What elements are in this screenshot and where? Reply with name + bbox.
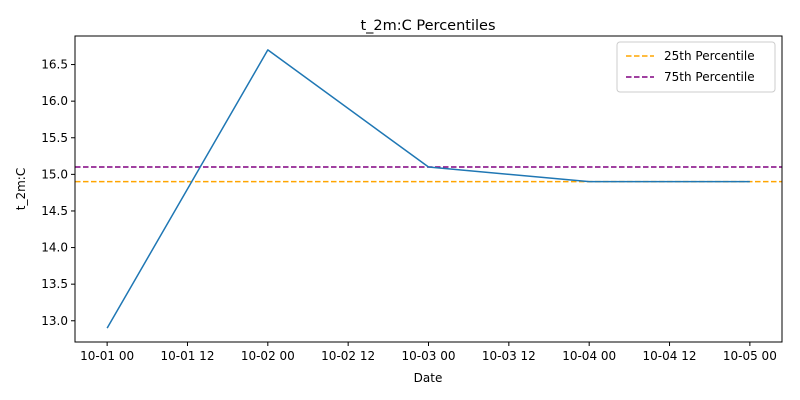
x-tick-label: 10-05 00 <box>723 349 777 363</box>
x-tick-label: 10-02 00 <box>241 349 295 363</box>
y-tick-label: 15.5 <box>41 131 68 145</box>
legend-label-75th: 75th Percentile <box>664 70 755 84</box>
x-tick-label: 10-02 12 <box>321 349 375 363</box>
x-tick-label: 10-03 00 <box>402 349 456 363</box>
x-axis-title: Date <box>414 371 443 385</box>
y-tick-label: 13.5 <box>41 277 68 291</box>
legend: 25th Percentile 75th Percentile <box>616 41 776 93</box>
y-tick-label: 16.0 <box>41 94 68 108</box>
x-tick-label: 10-04 12 <box>643 349 697 363</box>
legend-box <box>616 41 776 93</box>
y-tick-label: 15.0 <box>41 167 68 181</box>
y-tick-label: 13.0 <box>41 314 68 328</box>
chart-title: t_2m:C Percentiles <box>361 18 496 34</box>
y-tick-label: 16.5 <box>41 58 68 72</box>
series-line-0 <box>106 49 750 329</box>
y-axis-title: t_2m:C <box>14 168 28 210</box>
y-tick-label: 14.0 <box>41 241 68 255</box>
y-tick-label: 14.5 <box>41 204 68 218</box>
x-tick-label: 10-01 12 <box>161 349 215 363</box>
x-tick-label: 10-04 00 <box>562 349 616 363</box>
legend-label-25th: 25th Percentile <box>664 49 755 63</box>
x-tick-label: 10-01 00 <box>80 349 134 363</box>
x-tick-label: 10-03 12 <box>482 349 536 363</box>
